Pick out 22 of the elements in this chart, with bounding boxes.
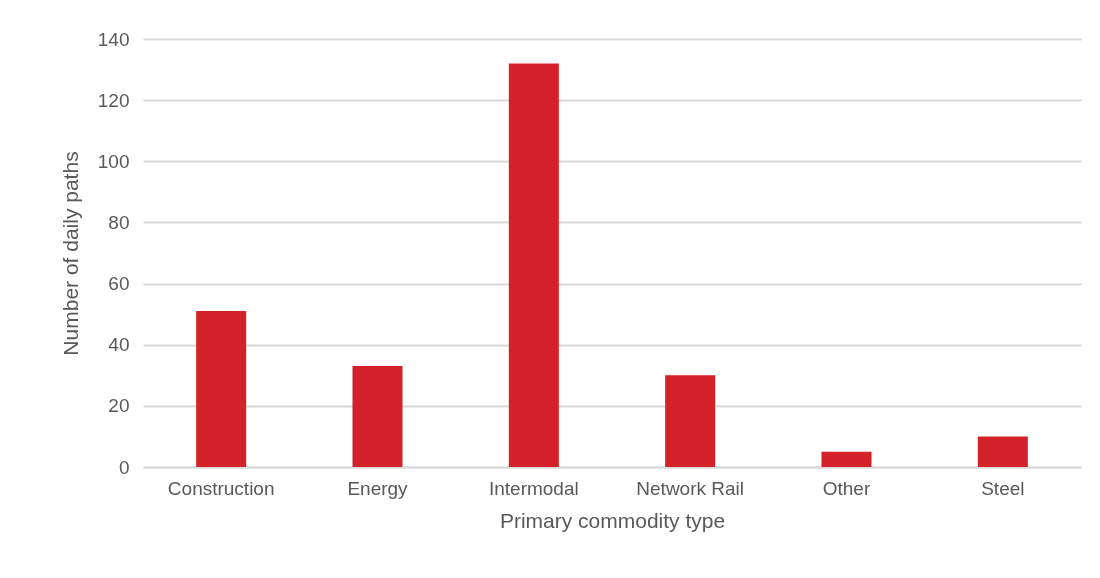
bar <box>665 375 716 467</box>
bar <box>352 366 403 467</box>
y-tick-label: 40 <box>108 334 130 356</box>
y-tick-label: 60 <box>108 273 130 295</box>
y-tick-label: 20 <box>108 395 130 417</box>
x-axis-title: Primary commodity type <box>499 508 726 532</box>
bar <box>196 311 247 467</box>
x-tick-label: Energy <box>347 477 409 499</box>
y-axis-title: Number of daily paths <box>58 151 82 356</box>
y-tick-label: 120 <box>97 89 130 111</box>
y-tick-label: 140 <box>97 28 130 50</box>
bar <box>508 63 559 467</box>
x-tick-label: Construction <box>167 477 275 499</box>
bar <box>977 436 1028 467</box>
x-tick-label: Network Rail <box>636 477 745 499</box>
y-tick-label: 80 <box>108 211 130 233</box>
y-tick-label: 0 <box>118 456 130 478</box>
x-tick-label: Intermodal <box>488 477 579 499</box>
x-tick-label: Steel <box>981 477 1025 499</box>
x-tick-label: Other <box>822 477 871 499</box>
y-tick-label: 100 <box>97 150 130 172</box>
bar <box>821 451 872 467</box>
